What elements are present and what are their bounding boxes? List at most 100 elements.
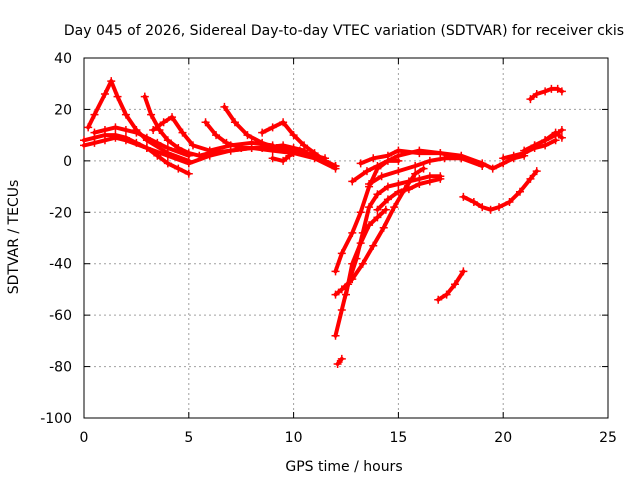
data-point: [541, 87, 550, 96]
data-point: [530, 141, 539, 150]
series-line: [436, 269, 466, 302]
data-point: [478, 162, 487, 170]
data-point: [436, 174, 445, 183]
data-series: [268, 146, 330, 165]
x-tick-label: 20: [494, 430, 512, 446]
data-point: [383, 195, 392, 204]
data-series: [333, 354, 346, 368]
data-point: [174, 144, 183, 152]
y-tick-label: -40: [49, 257, 72, 273]
data-point: [415, 180, 424, 188]
data-point: [415, 149, 424, 158]
data-point: [394, 180, 403, 188]
data-point: [419, 164, 428, 173]
series-line: [92, 125, 191, 158]
data-point: [390, 203, 399, 212]
data-point: [331, 331, 340, 340]
data-point: [404, 185, 413, 194]
data-point: [365, 203, 374, 212]
data-point: [411, 162, 420, 170]
x-tick-label: 25: [599, 430, 617, 446]
data-point: [356, 159, 365, 168]
data-point: [425, 177, 434, 186]
data-point: [107, 77, 116, 86]
data-point: [90, 128, 99, 137]
data-point: [362, 167, 371, 176]
data-point: [459, 267, 468, 276]
data-point: [331, 162, 340, 170]
data-points: [80, 77, 566, 368]
data-point: [153, 138, 162, 147]
data-point: [488, 164, 497, 173]
data-point: [373, 162, 382, 170]
series-line: [142, 94, 254, 158]
y-tick-label: -60: [49, 308, 72, 324]
data-point: [285, 151, 294, 160]
data-point: [532, 90, 541, 98]
grid: [84, 58, 608, 418]
chart-title: Day 045 of 2026, Sidereal Day-to-day VTE…: [64, 23, 624, 39]
x-tick-label: 15: [389, 430, 407, 446]
data-point: [515, 187, 524, 196]
data-point: [337, 306, 346, 314]
data-point: [132, 138, 141, 147]
data-point: [557, 126, 566, 134]
y-tick-label: 0: [63, 154, 72, 170]
data-point: [478, 203, 487, 212]
data-point: [268, 154, 277, 163]
y-axis-label: SDTVAR / TECUs: [6, 180, 22, 295]
data-point: [321, 154, 330, 163]
data-point: [121, 126, 130, 134]
data-point: [450, 280, 459, 289]
data-point: [365, 180, 374, 188]
data-point: [201, 118, 210, 127]
data-point: [90, 110, 99, 119]
data-point: [333, 360, 342, 368]
plot-frame: [83, 57, 609, 419]
data-point: [369, 241, 378, 250]
data-point: [147, 110, 156, 119]
data-point: [237, 144, 246, 152]
data-point: [289, 131, 298, 140]
data-series: [526, 84, 566, 104]
data-series: [434, 267, 468, 304]
data-point: [495, 203, 504, 212]
data-point: [168, 113, 177, 122]
data-point: [457, 154, 466, 163]
data-point: [272, 144, 281, 152]
data-point: [557, 133, 566, 142]
data-point: [153, 151, 162, 160]
data-point: [279, 118, 288, 127]
data-point: [149, 126, 158, 134]
x-tick-label: 0: [80, 430, 89, 446]
data-point: [373, 213, 382, 222]
data-point: [442, 290, 451, 299]
data-point: [337, 354, 346, 363]
data-point: [111, 131, 120, 140]
data-point: [486, 205, 495, 214]
data-point: [100, 126, 109, 134]
data-point: [348, 177, 357, 186]
data-series: [459, 167, 541, 214]
data-point: [434, 295, 443, 304]
data-point: [553, 84, 562, 93]
data-point: [526, 95, 535, 104]
data-point: [337, 249, 346, 258]
data-point: [132, 128, 141, 137]
data-series: [365, 154, 466, 188]
axis-ticks: 0 5 10 15 20 25 -100 -80 -60 -40 -20 0 20 40: [40, 51, 617, 446]
x-tick-label: 10: [285, 430, 303, 446]
y-tick-label: 40: [54, 51, 72, 67]
y-tick-label: -80: [49, 360, 72, 376]
data-point: [365, 221, 374, 230]
series-line: [532, 130, 564, 148]
data-point: [220, 102, 229, 111]
data-point: [348, 228, 357, 237]
data-point: [80, 136, 88, 145]
data-point: [174, 164, 183, 173]
data-point: [379, 223, 388, 232]
data-point: [184, 169, 193, 178]
data-point: [459, 192, 468, 201]
data-point: [377, 172, 386, 181]
